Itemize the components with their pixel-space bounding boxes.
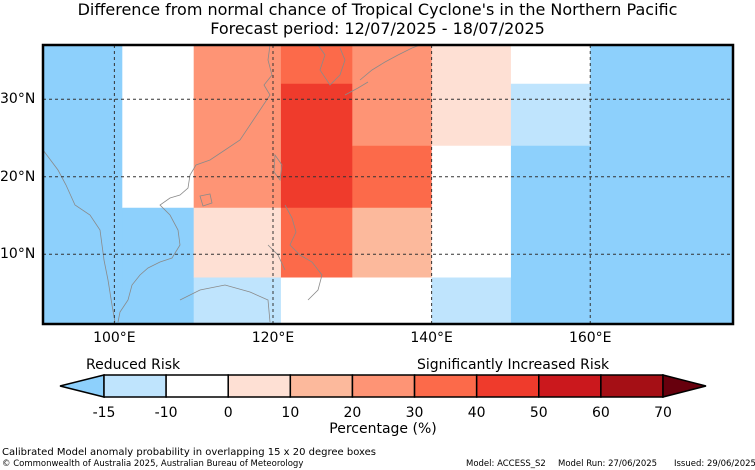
chart-title: Difference from normal chance of Tropica… xyxy=(77,0,678,19)
footer-description: Calibrated Model anomaly probability in … xyxy=(2,447,377,458)
colorbar-tick-5: 30 xyxy=(405,405,424,421)
forecast-period: Forecast period: 12/07/2025 - 18/07/2025 xyxy=(210,19,545,38)
anomaly-cell-18 xyxy=(510,83,591,147)
colorbar-segment-4 xyxy=(351,374,416,398)
colorbar-segment-3 xyxy=(289,374,354,398)
colorbar-segment-7 xyxy=(538,374,602,398)
colorbar-low-extend xyxy=(59,374,105,398)
anomaly-cell-10 xyxy=(352,45,433,147)
anomaly-cell-2 xyxy=(122,207,195,325)
anomaly-cell-1 xyxy=(122,45,195,209)
reduced-risk-label: Reduced Risk xyxy=(86,357,181,373)
anomaly-cell-14 xyxy=(431,45,512,147)
footer-issued: Issued: 29/06/2025 xyxy=(674,459,755,469)
anomaly-cell-16 xyxy=(431,277,512,325)
colorbar-high-extend xyxy=(662,374,707,398)
anomaly-cell-7 xyxy=(280,83,353,209)
colorbar-tick-3: 10 xyxy=(281,405,300,421)
colorbar-segment-1 xyxy=(165,374,229,398)
colorbar-tick-0: -15 xyxy=(92,405,116,421)
anomaly-cell-17 xyxy=(510,45,591,85)
lat-label-30: 30°N xyxy=(0,91,36,108)
lat-label-20: 20°N xyxy=(0,168,36,185)
lon-label-140: 140°E xyxy=(410,330,453,346)
anomaly-cell-12 xyxy=(352,207,433,278)
colorbar-segment-0 xyxy=(103,374,167,398)
colorbar-tick-1: -10 xyxy=(154,405,178,421)
footer-model: Model: ACCESS_S2 xyxy=(466,459,546,469)
colorbar-segment-2 xyxy=(227,374,292,398)
anomaly-cell-3 xyxy=(193,45,282,209)
anomaly-cell-4 xyxy=(193,207,282,278)
colorbar-tick-7: 50 xyxy=(529,405,548,421)
colorbar-tick-2: 0 xyxy=(223,405,233,421)
map-frame xyxy=(41,43,735,326)
colorbar-tick-9: 70 xyxy=(654,405,672,421)
footer-model-run: Model Run: 27/06/2025 xyxy=(558,459,658,469)
lon-label-100: 100°E xyxy=(93,330,136,346)
lon-label-120: 120°E xyxy=(251,330,295,346)
anomaly-cell-5 xyxy=(193,277,282,325)
anomaly-cell-13 xyxy=(352,277,433,325)
graticule xyxy=(43,45,733,324)
footer-copyright: © Commonwealth of Australia 2025, Austra… xyxy=(2,459,304,469)
colorbar-segment-8 xyxy=(600,374,664,398)
coastlines xyxy=(42,44,421,323)
increased-risk-label: Significantly Increased Risk xyxy=(417,357,610,373)
anomaly-cell-9 xyxy=(280,277,353,325)
anomaly-cell-8 xyxy=(280,207,353,278)
anomaly-cell-6 xyxy=(280,45,353,85)
colorbar-segment-5 xyxy=(413,374,478,398)
anomaly-cell-20 xyxy=(590,45,734,325)
lat-label-10: 10°N xyxy=(0,246,36,263)
anomaly-cell-19 xyxy=(510,145,591,325)
colorbar-tick-6: 40 xyxy=(467,405,486,421)
colorbar-title: Percentage (%) xyxy=(329,421,437,437)
anomaly-cell-0 xyxy=(43,45,123,325)
colorbar-segment-6 xyxy=(475,374,540,398)
lon-label-160: 160°E xyxy=(568,330,612,346)
colorbar-tick-8: 60 xyxy=(591,405,610,421)
anomaly-cell-15 xyxy=(431,145,512,278)
colorbar-tick-4: 20 xyxy=(343,405,362,421)
